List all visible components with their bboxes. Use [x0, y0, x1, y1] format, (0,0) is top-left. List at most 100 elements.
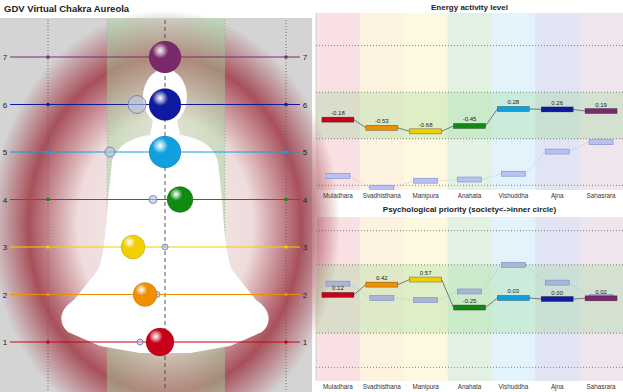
level-bar	[497, 295, 529, 300]
level-dot	[46, 340, 50, 344]
normal-band	[316, 265, 623, 333]
aura-marker	[137, 339, 143, 345]
data-label: 0.02	[595, 289, 607, 295]
aura-marker	[149, 196, 157, 204]
category-label: Anahata	[458, 192, 482, 199]
secondary-bar	[458, 289, 482, 294]
canvas: 11223344556677GDV Virtual Chakra Aureola…	[0, 0, 623, 392]
figure-body	[61, 120, 268, 353]
secondary-bar	[370, 295, 394, 300]
level-dot	[284, 245, 288, 249]
secondary-bar	[501, 171, 525, 176]
connector	[398, 280, 410, 285]
data-label: 0.26	[551, 100, 563, 106]
grid-line	[316, 367, 623, 368]
level-dot	[284, 150, 288, 154]
level-dot	[46, 293, 50, 297]
category-label: Vishuddha	[499, 192, 529, 199]
data-label: 0.12	[332, 285, 344, 291]
level-label: 7	[3, 53, 8, 62]
connector	[354, 285, 366, 295]
level-bar	[410, 129, 442, 134]
grid-line	[316, 264, 623, 265]
category-label: Sahasrara	[587, 383, 617, 390]
level-label: 6	[303, 101, 308, 110]
level-bar	[322, 117, 354, 122]
category-label: Vishuddha	[499, 383, 529, 390]
level-bar	[366, 282, 398, 287]
connector	[569, 142, 589, 151]
grid-line	[316, 138, 623, 139]
connector	[525, 265, 545, 283]
column-band	[491, 217, 535, 381]
grid-line	[316, 230, 623, 231]
secondary-bar	[545, 149, 569, 154]
level-dot	[284, 293, 288, 297]
chakra-ball	[146, 328, 174, 356]
data-label: 0.42	[376, 275, 388, 281]
grid-line	[316, 185, 623, 186]
connector	[569, 283, 589, 297]
level-label: 1	[3, 338, 8, 347]
connector	[529, 108, 541, 109]
secondary-bar	[326, 174, 350, 179]
chakra-ball	[133, 283, 157, 307]
level-dot	[46, 103, 50, 107]
data-label: -0.18	[331, 110, 345, 116]
plot-area	[322, 262, 617, 310]
column-band	[579, 217, 623, 381]
level-dot	[46, 198, 50, 202]
level-dot	[284, 340, 288, 344]
secondary-bar	[414, 178, 438, 183]
level-label: 7	[303, 53, 308, 62]
axis-line	[316, 217, 317, 381]
data-label: -0.25	[463, 298, 477, 304]
connector	[438, 180, 458, 181]
connector	[529, 298, 541, 299]
connector	[350, 176, 370, 188]
connector	[486, 109, 498, 126]
data-label: -0.45	[463, 116, 477, 122]
level-dot	[46, 150, 50, 154]
level-dot	[284, 103, 288, 107]
category-label: Muladhara	[323, 383, 353, 390]
data-label: 0.00	[551, 290, 563, 296]
figure-title: GDV Virtual Chakra Aureola	[4, 3, 130, 14]
level-label: 1	[303, 338, 308, 347]
chakra-ball	[121, 235, 145, 259]
secondary-bar	[370, 185, 394, 190]
category-label: Ajna	[551, 192, 564, 200]
data-label: -0.53	[375, 118, 389, 124]
level-label: 2	[3, 291, 8, 300]
level-bar	[322, 292, 354, 297]
grid-line	[316, 333, 623, 334]
grid-line	[316, 92, 623, 93]
level-label: 5	[3, 148, 8, 157]
category-label: Manipura	[413, 192, 440, 200]
connector	[525, 152, 545, 174]
level-bar	[541, 107, 573, 112]
plot-background	[316, 13, 623, 190]
level-label: 2	[303, 291, 308, 300]
level-label: 5	[303, 148, 308, 157]
data-label: -0.68	[419, 122, 433, 128]
level-dot	[46, 55, 50, 59]
secondary-bar	[589, 140, 613, 145]
level-dot	[284, 55, 288, 59]
level-bar	[585, 296, 617, 301]
secondary-bar	[501, 262, 525, 267]
data-label: 0.57	[420, 270, 432, 276]
level-bar	[454, 305, 486, 310]
level-label: 4	[3, 196, 8, 205]
category-label: Svadhisthana	[363, 192, 402, 199]
chakra-ball	[149, 89, 181, 121]
data-label: 0.19	[595, 102, 607, 108]
connector	[354, 120, 366, 128]
level-bar	[410, 277, 442, 282]
level-line	[10, 247, 300, 248]
guide-line	[286, 20, 287, 390]
chakra-ball	[149, 41, 181, 73]
plot-area	[322, 106, 617, 190]
chakra-ball	[167, 187, 193, 213]
aura-marker	[105, 147, 115, 157]
